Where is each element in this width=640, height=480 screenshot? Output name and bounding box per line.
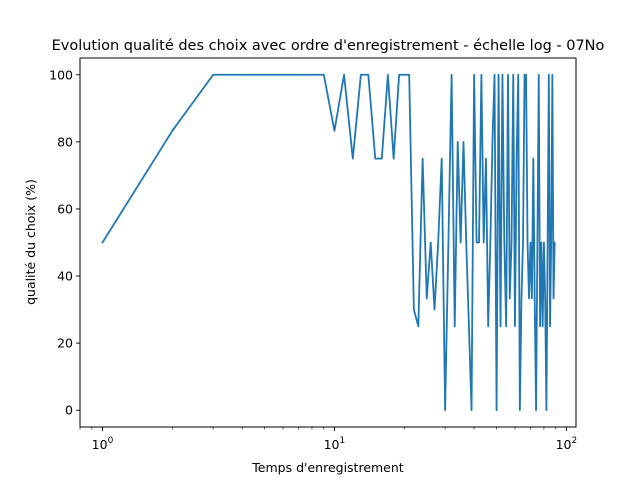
y-axis-label: qualité du choix (%) <box>23 179 38 305</box>
y-tick-label-4: 80 <box>57 134 73 149</box>
x-tick-label-exponent: 2 <box>571 436 577 446</box>
y-axis-ticks: 0 20 40 60 80 100 <box>49 67 80 418</box>
x-tick-label-exponent: 0 <box>108 436 114 446</box>
y-tick-label-3: 60 <box>57 201 73 216</box>
x-tick-label-1: 101 <box>324 436 346 452</box>
x-tick-label-exponent: 1 <box>340 436 346 446</box>
x-axis-label: Temps d'enregistrement <box>251 460 404 475</box>
series-line-0 <box>101 73 556 412</box>
y-tick-label-1: 20 <box>57 336 73 351</box>
y-tick-label-2: 40 <box>57 269 73 284</box>
chart-title: Evolution qualité des choix avec ordre d… <box>52 38 605 54</box>
plot-layer <box>101 73 556 412</box>
plot-area-frame <box>79 57 577 428</box>
x-axis-ticks: 100 101 102 <box>79 427 578 452</box>
x-tick-label-base: 10 <box>324 437 340 452</box>
x-tick-label-base: 10 <box>556 437 572 452</box>
y-tick-label-5: 100 <box>49 67 73 82</box>
y-tick-label-0: 0 <box>65 403 73 418</box>
x-tick-label-2: 102 <box>556 436 578 452</box>
x-tick-label-base: 10 <box>92 437 108 452</box>
x-tick-label-0: 100 <box>92 436 114 452</box>
